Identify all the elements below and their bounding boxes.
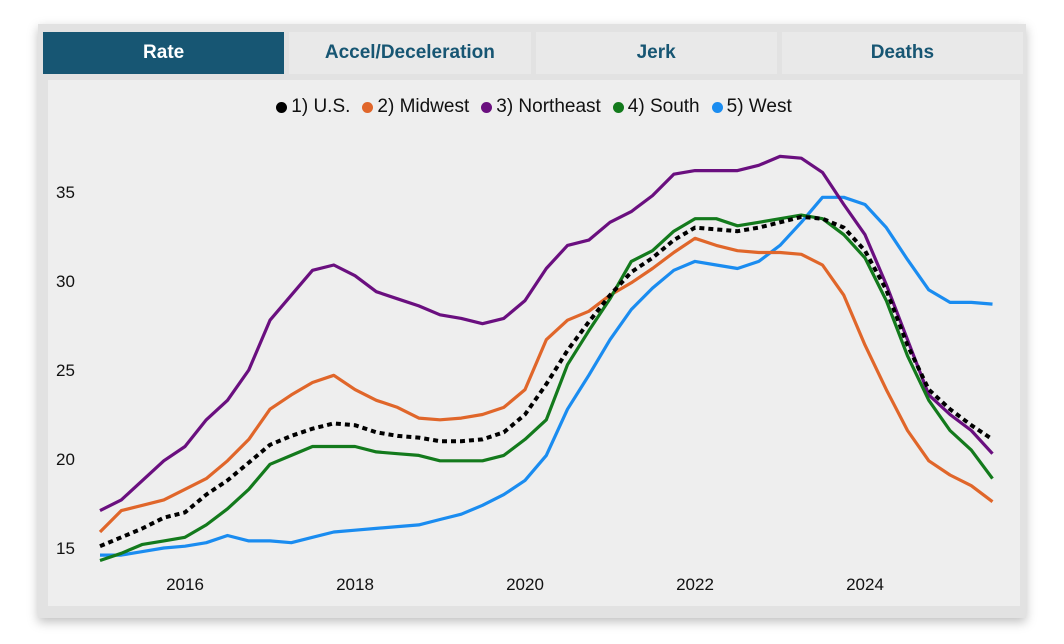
x-tick-label: 2024	[846, 575, 884, 594]
y-tick-label: 15	[56, 539, 75, 558]
legend-item[interactable]: 5) West	[711, 96, 792, 118]
legend-label: 4) South	[627, 96, 700, 117]
y-tick-label: 35	[56, 183, 75, 202]
x-tick-label: 2022	[676, 575, 714, 594]
legend-marker-icon	[362, 101, 374, 113]
x-tick-label: 2018	[336, 575, 374, 594]
x-tick-label: 2016	[166, 575, 204, 594]
legend-label: 5) West	[726, 96, 792, 117]
y-tick-label: 30	[56, 272, 75, 291]
legend-label: 2) Midwest	[377, 96, 470, 117]
legend-item[interactable]: 3) Northeast	[481, 96, 601, 118]
series-line-northeast	[99, 154, 994, 513]
line-chart: 15 20 25 30 35 2016 2018 2020 2022 2024	[56, 154, 994, 594]
x-tick-label: 2020	[506, 575, 544, 594]
tab-jerk[interactable]: Jerk	[535, 32, 777, 74]
tab-rate[interactable]: Rate	[43, 32, 285, 74]
series-line-us	[99, 214, 994, 549]
legend-marker-icon	[481, 101, 493, 113]
series-line-midwest	[98, 236, 994, 534]
chart-panel: 15 20 25 30 35 2016 2018 2020 2022 2024 1) U.S. 2)…	[48, 80, 1020, 606]
legend-item[interactable]: 4) South	[612, 96, 700, 118]
legend-marker-icon	[276, 101, 288, 113]
legend-label: 1) U.S.	[291, 96, 351, 117]
tab-bar: Rate Accel/Deceleration Jerk Deaths	[43, 32, 1023, 74]
tab-deaths[interactable]: Deaths	[781, 32, 1023, 74]
tab-accel-deceleration[interactable]: Accel/Deceleration	[289, 32, 531, 74]
y-tick-label: 25	[56, 361, 75, 380]
series-line-south	[99, 213, 994, 563]
legend-label: 3) Northeast	[496, 96, 601, 117]
y-tick-label: 20	[56, 450, 75, 469]
legend-item[interactable]: 1) U.S.	[276, 96, 350, 118]
legend-marker-icon	[612, 101, 624, 113]
series-line-west	[100, 195, 993, 557]
legend-marker-icon	[711, 101, 723, 113]
legend-item[interactable]: 2) Midwest	[362, 96, 469, 118]
legend: 1) U.S. 2) Midwest 3) Northeast 4) South 5) …	[48, 96, 1020, 118]
